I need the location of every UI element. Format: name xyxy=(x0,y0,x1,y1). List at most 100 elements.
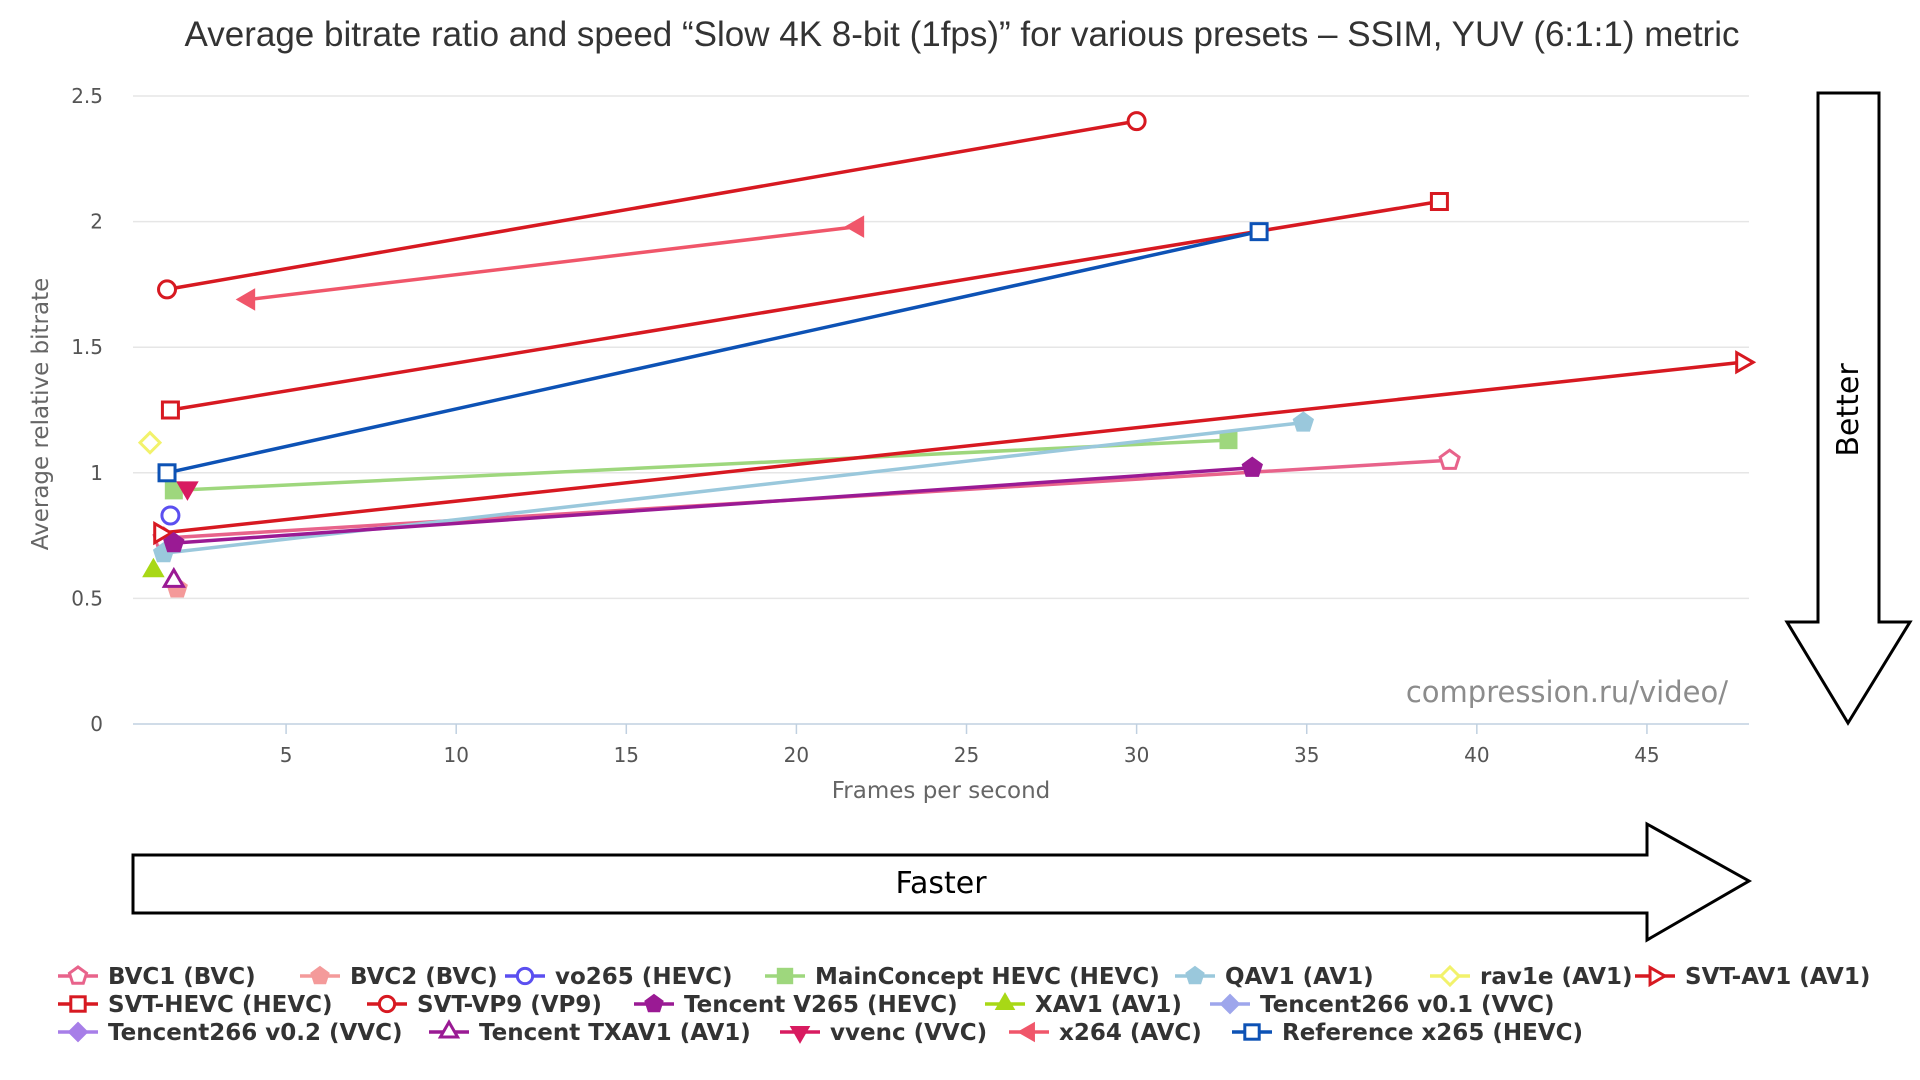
legend-item[interactable]: SVT-VP9 (VP9) xyxy=(367,992,602,1018)
legend-marker-icon xyxy=(789,1026,811,1044)
data-point xyxy=(160,400,180,420)
faster-arrow-shape xyxy=(131,821,1753,943)
y-tick-label: 0 xyxy=(90,712,103,736)
legend-label: MainConcept HEVC (HEVC) xyxy=(815,964,1160,990)
series-2 xyxy=(160,505,181,526)
series-9 xyxy=(163,456,1263,553)
legend-item[interactable]: BVC1 (BVC) xyxy=(58,964,256,990)
x-tick-label: 40 xyxy=(1464,743,1489,767)
legend-label: XAV1 (AV1) xyxy=(1035,992,1182,1018)
legend-item[interactable]: Reference x265 (HEVC) xyxy=(1232,1020,1583,1046)
series-5 xyxy=(137,430,163,455)
legend-label: QAV1 (AV1) xyxy=(1225,964,1374,990)
y-tick-label: 1 xyxy=(90,461,103,485)
legend-item[interactable]: x264 (AVC) xyxy=(1009,1020,1202,1046)
legend-item[interactable]: vvenc (VVC) xyxy=(780,1020,987,1046)
data-point xyxy=(163,531,185,553)
series-line xyxy=(248,224,858,302)
legend-label: vvenc (VVC) xyxy=(830,1020,987,1046)
x-tick-label: 20 xyxy=(784,743,809,767)
data-point xyxy=(844,215,865,238)
data-point xyxy=(1219,431,1238,450)
legend-marker-icon xyxy=(1243,1023,1261,1041)
better-arrow-label: Better xyxy=(1831,363,1866,457)
y-axis-ticks: 0 0.5 1 1.5 2 2.5 xyxy=(71,84,103,736)
data-point xyxy=(1735,350,1757,375)
series-14 xyxy=(176,481,199,501)
series-line xyxy=(173,466,1253,545)
legend-item[interactable]: Tencent266 v0.2 (VVC) xyxy=(58,1020,402,1046)
series-line xyxy=(160,360,1743,535)
x-tick-label: 45 xyxy=(1634,743,1659,767)
data-point xyxy=(1241,456,1263,477)
better-arrow: Better xyxy=(1784,91,1913,726)
legend-marker-icon xyxy=(1219,993,1241,1015)
faster-arrow-label: Faster xyxy=(895,866,987,901)
legend-item[interactable]: Tencent266 v0.1 (VVC) xyxy=(1210,992,1554,1018)
series-3 xyxy=(164,431,1238,500)
series-layer xyxy=(137,111,1757,598)
y-tick-label: 2 xyxy=(90,210,103,234)
data-point xyxy=(1429,192,1449,212)
data-point xyxy=(137,430,163,455)
legend-label: vo265 (HEVC) xyxy=(555,964,732,990)
legend-item[interactable]: Tencent TXAV1 (AV1) xyxy=(429,1019,751,1046)
data-point xyxy=(1292,411,1315,432)
legend-item[interactable]: XAV1 (AV1) xyxy=(985,992,1182,1018)
series-16 xyxy=(157,222,1269,483)
legend-marker-icon xyxy=(515,966,535,986)
legend-marker-icon xyxy=(67,1021,89,1043)
series-line xyxy=(173,438,1229,493)
data-point xyxy=(1249,222,1269,242)
legend-label: Tencent266 v0.1 (VVC) xyxy=(1260,992,1554,1018)
legend-item[interactable]: vo265 (HEVC) xyxy=(505,964,732,990)
legend-marker-icon xyxy=(310,965,330,985)
series-15 xyxy=(235,215,865,311)
x-tick-label: 15 xyxy=(614,743,639,767)
legend-label: BVC1 (BVC) xyxy=(108,964,256,990)
legend-label: Tencent TXAV1 (AV1) xyxy=(479,1020,751,1046)
data-point xyxy=(153,520,175,546)
legend-item[interactable]: rav1e (AV1) xyxy=(1430,964,1633,990)
x-tick-label: 5 xyxy=(280,743,293,767)
x-axis-label: Frames per second xyxy=(832,778,1051,804)
legend-item[interactable]: SVT-HEVC (HEVC) xyxy=(58,992,333,1018)
legend-marker-icon xyxy=(69,995,87,1013)
legend-marker-icon xyxy=(377,994,397,1014)
legend-item[interactable]: QAV1 (AV1) xyxy=(1175,964,1374,990)
data-point xyxy=(161,566,186,588)
legend-label: x264 (AVC) xyxy=(1059,1020,1202,1046)
legend-marker-icon xyxy=(1648,964,1668,988)
series-4 xyxy=(152,411,1315,563)
legend-item[interactable]: Tencent V265 (HEVC) xyxy=(634,992,958,1018)
data-point xyxy=(1126,111,1147,132)
legend-marker-icon xyxy=(1185,965,1205,985)
watermark: compression.ru/video/ xyxy=(1406,675,1728,709)
legend: BVC1 (BVC) BVC2 (BVC) vo265 (HEVC) MainConc… xyxy=(58,964,1870,1046)
data-point xyxy=(235,288,256,311)
y-axis-label: Average relative bitrate xyxy=(28,278,54,551)
data-point xyxy=(157,279,178,300)
legend-item[interactable]: MainConcept HEVC (HEVC) xyxy=(765,964,1160,990)
x-tick-label: 35 xyxy=(1294,743,1319,767)
legend-marker-icon xyxy=(776,967,794,985)
series-10 xyxy=(142,557,165,578)
data-point xyxy=(176,481,199,501)
series-line xyxy=(166,119,1137,292)
legend-item[interactable]: SVT-AV1 (AV1) xyxy=(1635,964,1870,990)
legend-marker-icon xyxy=(67,965,89,985)
grid xyxy=(133,95,1749,600)
legend-label: Reference x265 (HEVC) xyxy=(1282,1020,1583,1046)
series-line xyxy=(166,229,1260,475)
legend-label: SVT-HEVC (HEVC) xyxy=(108,992,333,1018)
series-8 xyxy=(157,111,1147,300)
legend-marker-icon xyxy=(1017,1021,1035,1043)
data-point xyxy=(1438,448,1461,470)
series-line xyxy=(170,199,1440,412)
legend-label: SVT-VP9 (VP9) xyxy=(417,992,602,1018)
y-tick-label: 0.5 xyxy=(71,586,103,610)
x-axis-ticks: 5 10 15 20 25 30 35 40 45 xyxy=(280,724,1660,767)
legend-item[interactable]: BVC2 (BVC) xyxy=(300,964,498,990)
y-tick-label: 2.5 xyxy=(71,84,103,108)
legend-label: BVC2 (BVC) xyxy=(350,964,498,990)
